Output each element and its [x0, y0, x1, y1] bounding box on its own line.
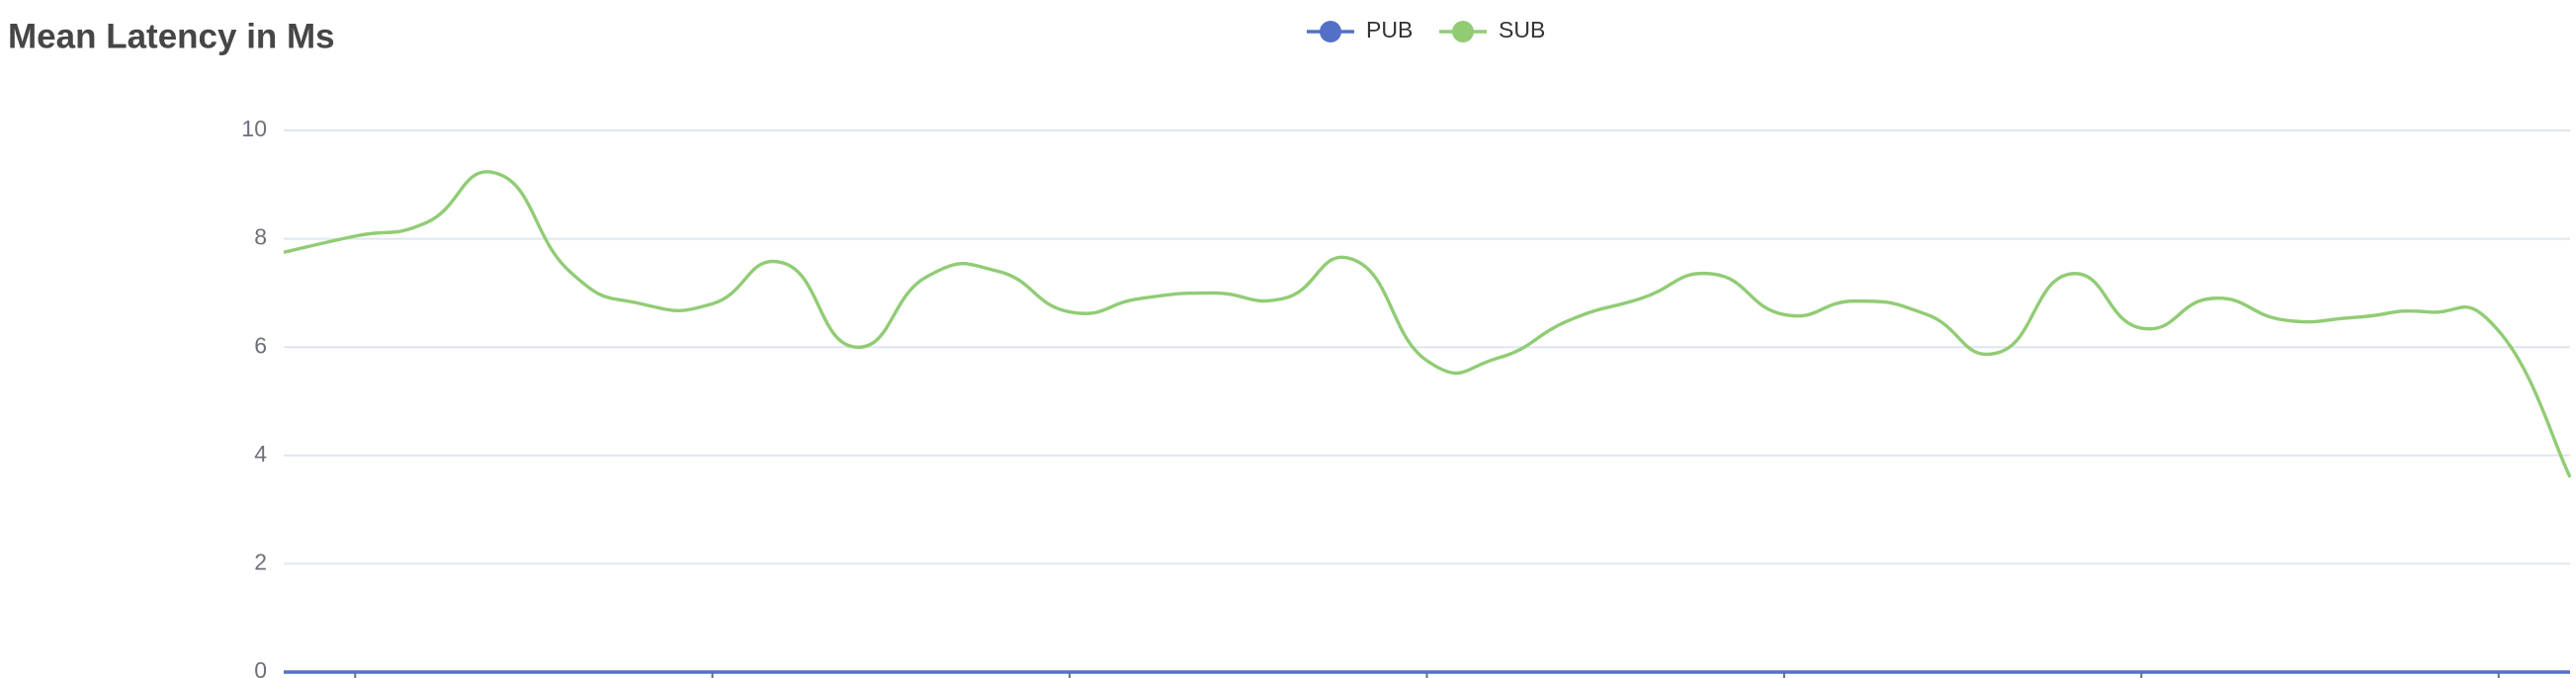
y-tick-label: 10: [241, 116, 267, 141]
legend-label: SUB: [1499, 17, 1545, 42]
y-tick-label: 0: [254, 657, 267, 678]
legend-label: PUB: [1366, 17, 1413, 42]
y-tick-label: 2: [254, 549, 267, 574]
chart-title: Mean Latency in Ms: [8, 17, 335, 55]
y-tick-label: 6: [254, 332, 267, 358]
legend-marker: [1320, 21, 1341, 42]
series-line: [283, 170, 2572, 478]
y-tick-label: 8: [254, 224, 267, 250]
y-tick-label: 4: [254, 441, 267, 466]
legend-marker: [1452, 21, 1474, 42]
